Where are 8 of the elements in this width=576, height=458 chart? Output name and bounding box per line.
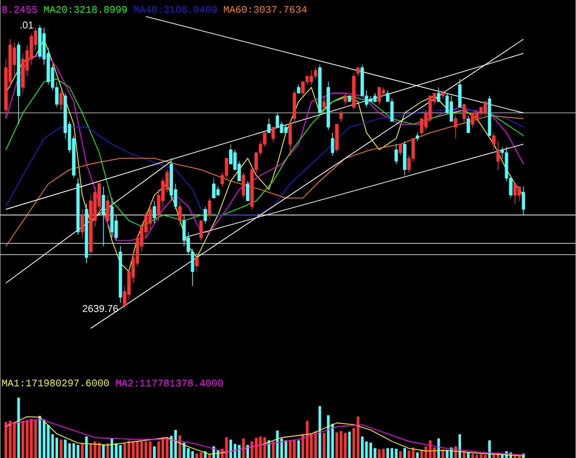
text: MA2:117781378.4000 [116,379,223,386]
text: MA60:3037.7634 [224,6,307,13]
annotation: 2639.76 [82,304,118,312]
annotation: .01 [20,21,34,28]
text: MA1:171980297.6000 [2,379,109,386]
text: MA40:3106.0409 [134,6,217,13]
text: 8.2455 [2,6,37,13]
text: MA20:3218.8999 [44,6,127,13]
